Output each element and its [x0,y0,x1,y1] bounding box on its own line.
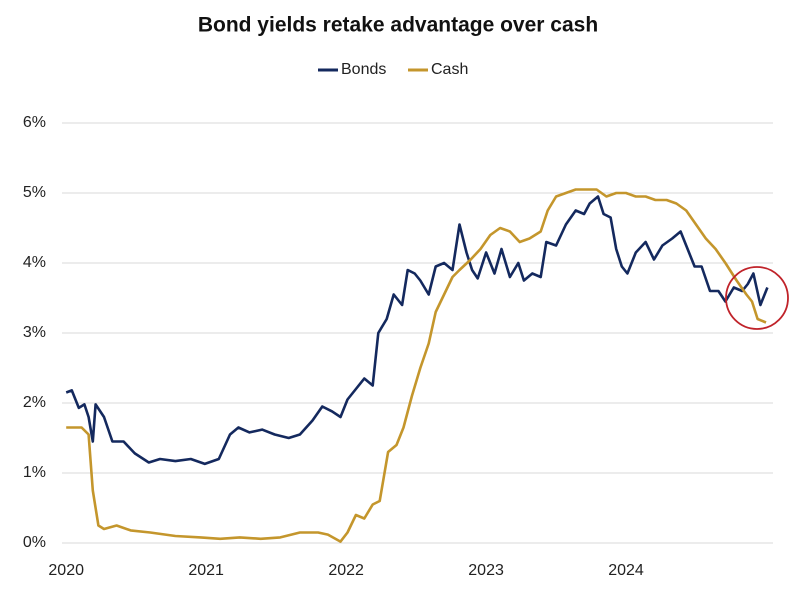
legend-label: Cash [431,61,468,78]
y-tick-label: 6% [23,114,46,131]
x-tick-label: 2024 [608,562,644,579]
highlight-circle [725,266,789,330]
legend: Bonds Cash [318,61,468,78]
x-tick-label: 2021 [188,562,224,579]
line-series [66,188,767,543]
y-tick-label: 0% [23,534,46,551]
y-tick-label: 5% [23,184,46,201]
legend-label: Bonds [341,61,386,78]
y-tick-label: 3% [23,324,46,341]
x-tick-label: 2022 [328,562,364,579]
x-tick-label: 2020 [48,562,84,579]
y-tick-label: 2% [23,394,46,411]
y-tick-label: 4% [23,254,46,271]
chart-title: Bond yields retake advantage over cash [198,14,598,37]
y-tick-label: 1% [23,464,46,481]
x-tick-label: 2023 [468,562,504,579]
line-series [65,195,769,466]
